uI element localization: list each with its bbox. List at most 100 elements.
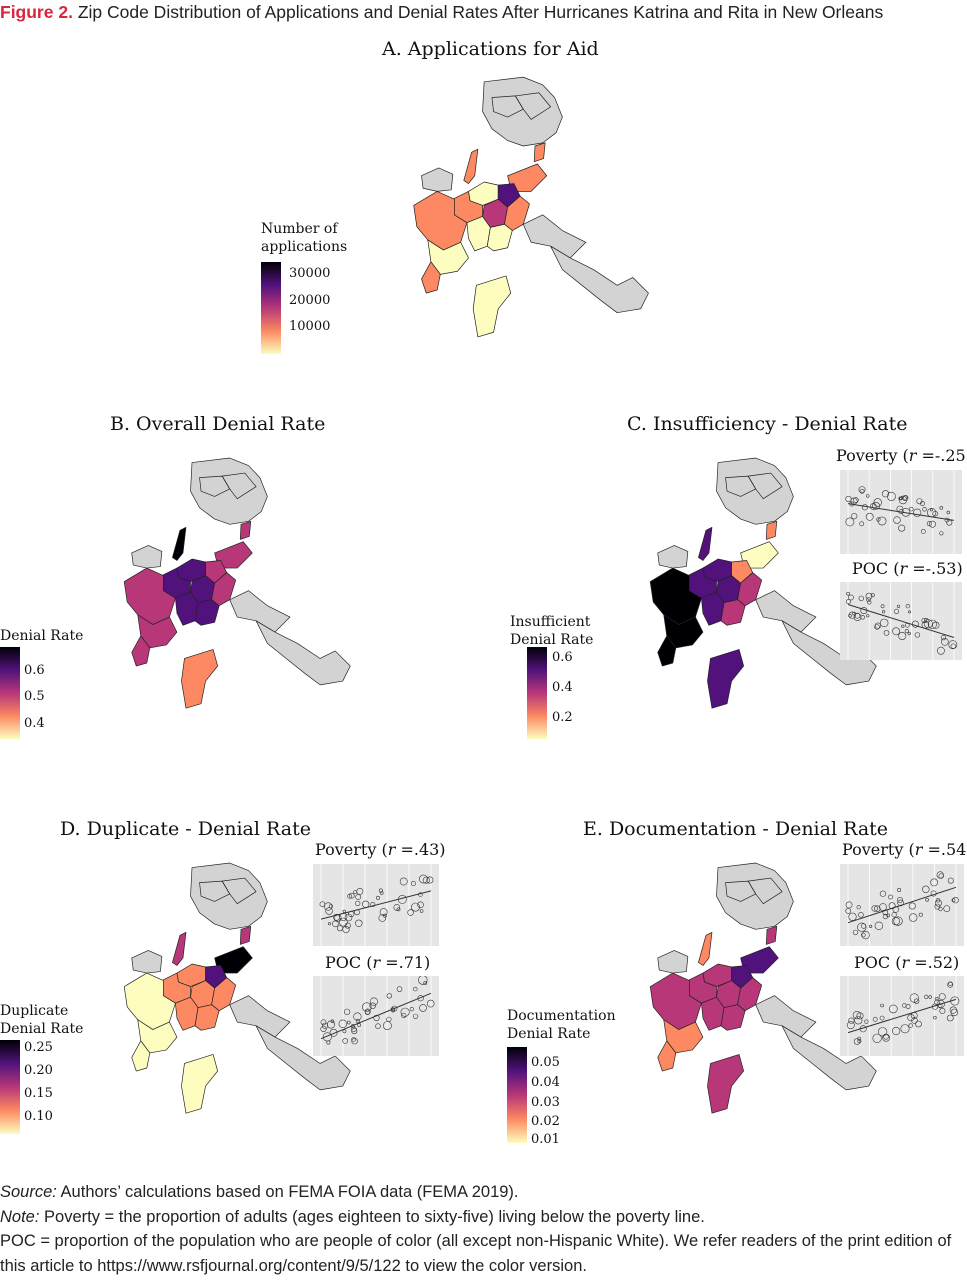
- scatter-d-poverty: [313, 864, 439, 946]
- scatter-point: [852, 929, 859, 936]
- scatter-point: [869, 924, 873, 929]
- legend-c: Insufficient Denial Rate 0.6 0.4 0.2: [510, 613, 620, 743]
- legend-e-colorbar: [507, 1047, 527, 1143]
- scatter-point: [926, 521, 932, 527]
- scatter-point: [866, 494, 870, 498]
- legend-b-title: Denial Rate: [0, 628, 84, 644]
- scatter-point: [378, 888, 383, 893]
- scatter-point: [418, 976, 428, 985]
- scatter-point: [947, 1014, 954, 1022]
- scatter-point: [847, 594, 854, 601]
- scatter-point: [937, 1003, 943, 1008]
- scatter-point: [921, 617, 927, 624]
- figure-label: Figure 2.: [0, 2, 73, 22]
- scatter-point: [866, 597, 871, 602]
- scatter-point: [929, 520, 936, 528]
- scatter-point: [891, 912, 897, 918]
- scatter-point: [908, 1023, 913, 1028]
- scatter-point: [333, 913, 340, 921]
- scatter-point: [857, 922, 867, 932]
- scatter-point: [874, 624, 880, 630]
- scatter-point: [902, 495, 908, 501]
- scatter-point: [934, 996, 939, 1001]
- figure-title-text: Zip Code Distribution of Applications an…: [77, 2, 884, 22]
- legend-e-title-1: Documentation: [507, 1008, 616, 1024]
- scatter-point: [873, 498, 882, 507]
- scatter-point: [379, 891, 384, 895]
- legend-e-tick: 0.01: [531, 1132, 560, 1147]
- scatter-point: [911, 1017, 918, 1024]
- map-d: [123, 862, 351, 1114]
- scatter-point: [321, 1022, 329, 1029]
- scatter-point: [949, 1006, 957, 1014]
- scatter-point: [326, 1040, 331, 1045]
- scatter-point: [858, 486, 866, 493]
- scatter-point: [936, 1000, 945, 1009]
- scatter-point: [922, 507, 927, 512]
- scatter-point: [856, 1012, 864, 1020]
- scatter-point: [419, 1004, 427, 1012]
- scatter-fit-line: [847, 998, 957, 1034]
- scatter-point: [909, 506, 914, 512]
- legend-d-tick: 0.20: [24, 1063, 53, 1078]
- scatter-point: [393, 904, 401, 911]
- scatter-point: [355, 894, 362, 900]
- scatter-point: [898, 496, 902, 500]
- scatter-point: [881, 490, 890, 498]
- scatter-point: [369, 1002, 376, 1009]
- scatter-e-poverty: [840, 864, 964, 946]
- scatter-point: [864, 1019, 869, 1024]
- scatter-point: [872, 1033, 882, 1043]
- legend-b: Denial Rate 0.6 0.5 0.4: [0, 627, 110, 742]
- scatter-point: [883, 1033, 889, 1040]
- scatter-point: [939, 505, 944, 510]
- map-b: [123, 457, 351, 709]
- scatter-point: [338, 1019, 347, 1028]
- scatter-point: [346, 1020, 351, 1025]
- scatter-point: [422, 876, 430, 884]
- scatter-point: [879, 618, 889, 628]
- scatter-point: [916, 498, 923, 505]
- scatter-point: [355, 919, 363, 927]
- legend-c-tick: 0.2: [552, 710, 573, 725]
- inset-d-poc-title: POC (r =.71): [325, 953, 431, 972]
- scatter-e-poc: [840, 976, 964, 1056]
- inset-d-poverty-title: Poverty (r =.43): [315, 840, 446, 859]
- scatter-point: [941, 637, 949, 646]
- legend-d-tick: 0.15: [24, 1086, 53, 1101]
- legend-d-tick: 0.10: [24, 1109, 53, 1124]
- scatter-point: [893, 608, 900, 615]
- scatter-point: [851, 513, 858, 520]
- scatter-point: [883, 630, 890, 636]
- scatter-point: [938, 873, 944, 879]
- scatter-point: [939, 531, 944, 536]
- scatter-point: [342, 1029, 347, 1034]
- scatter-point: [874, 921, 884, 930]
- scatter-point: [879, 890, 887, 897]
- scatter-point: [880, 1003, 884, 1008]
- scatter-point: [950, 1008, 959, 1017]
- scatter-c-poc: [840, 582, 962, 660]
- scatter-point: [891, 917, 901, 926]
- scatter-point: [320, 1025, 327, 1033]
- legend-c-colorbar: [527, 647, 547, 739]
- scatter-point: [946, 510, 951, 515]
- scatter-point: [948, 640, 958, 650]
- inset-e-poc-title: POC (r =.52): [854, 953, 960, 972]
- scatter-point: [853, 613, 862, 621]
- legend-e-tick: 0.03: [531, 1095, 560, 1110]
- scatter-point: [874, 622, 882, 629]
- scatter-point: [332, 920, 339, 928]
- scatter-point: [861, 504, 868, 511]
- scatter-point: [937, 646, 945, 655]
- scatter-point: [869, 503, 877, 510]
- figure-notes: Source: Authors’ calculations based on F…: [0, 1180, 967, 1278]
- scatter-point: [375, 1023, 381, 1030]
- scatter-point: [343, 1008, 351, 1015]
- scatter-point: [419, 874, 428, 884]
- scatter-point: [907, 631, 911, 636]
- panel-b-title: B. Overall Denial Rate: [110, 413, 326, 435]
- scatter-point: [888, 902, 896, 910]
- map-a: [413, 76, 649, 338]
- scatter-point: [898, 524, 906, 532]
